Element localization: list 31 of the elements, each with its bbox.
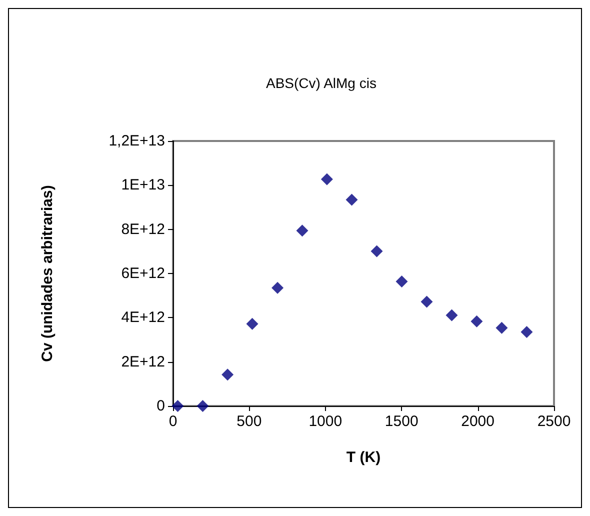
y-tick-label: 1,2E+13 xyxy=(108,132,165,150)
point xyxy=(446,309,458,322)
x-tick-label: 2500 xyxy=(537,413,571,430)
point xyxy=(172,400,184,412)
point xyxy=(396,275,408,288)
point xyxy=(296,224,308,237)
point xyxy=(370,245,383,258)
y-tick-label: 0 xyxy=(156,398,165,414)
y-tick-label: 8E+12 xyxy=(121,220,165,238)
x-tick-label: 2000 xyxy=(461,413,494,430)
point xyxy=(346,194,358,206)
y-axis-title: Cv (unidades arbitrarias) xyxy=(39,185,56,362)
x-tick-label: 1000 xyxy=(308,413,342,430)
x-tick-label: 0 xyxy=(168,413,178,430)
y-tick-label: 2E+12 xyxy=(121,353,165,370)
point xyxy=(470,315,483,328)
chart-title: ABS(Cv) AlMg cis xyxy=(266,75,376,91)
point xyxy=(520,326,533,338)
point xyxy=(272,282,284,294)
y-tick-label: 6E+12 xyxy=(121,265,165,282)
x-tick-label: 1500 xyxy=(384,413,418,430)
point xyxy=(222,368,234,381)
point xyxy=(320,173,333,186)
point xyxy=(246,318,258,330)
x-tick-label: 500 xyxy=(236,413,262,430)
point xyxy=(496,322,508,334)
x-axis-title: T (K) xyxy=(346,449,381,466)
y-tick-label: 4E+12 xyxy=(121,309,165,326)
point xyxy=(196,400,209,412)
point xyxy=(420,296,433,308)
y-tick-label: 1E+13 xyxy=(121,176,165,194)
